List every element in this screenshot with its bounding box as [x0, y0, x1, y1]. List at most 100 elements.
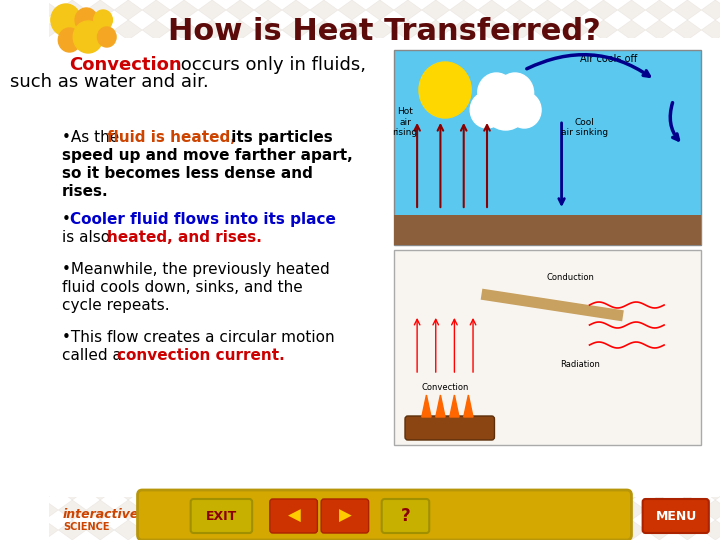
Polygon shape	[590, 0, 618, 20]
Polygon shape	[477, 260, 505, 280]
Polygon shape	[86, 120, 114, 140]
Text: •Meanwhile, the previously heated: •Meanwhile, the previously heated	[62, 262, 330, 277]
Polygon shape	[226, 360, 254, 380]
Polygon shape	[590, 200, 618, 220]
Polygon shape	[30, 240, 58, 260]
Polygon shape	[673, 240, 701, 260]
Polygon shape	[338, 460, 366, 480]
Text: Conduction: Conduction	[547, 273, 595, 282]
Polygon shape	[254, 300, 282, 320]
Polygon shape	[422, 520, 450, 540]
Polygon shape	[86, 440, 114, 460]
Polygon shape	[30, 220, 58, 240]
Polygon shape	[701, 60, 720, 80]
Polygon shape	[366, 320, 394, 340]
Polygon shape	[282, 440, 310, 460]
Polygon shape	[86, 460, 114, 480]
Polygon shape	[562, 140, 590, 160]
Polygon shape	[701, 460, 720, 480]
Polygon shape	[534, 440, 562, 460]
Polygon shape	[142, 380, 170, 400]
Polygon shape	[310, 380, 338, 400]
Polygon shape	[673, 80, 701, 100]
Polygon shape	[394, 140, 422, 160]
Polygon shape	[673, 20, 701, 40]
Polygon shape	[226, 260, 254, 280]
Polygon shape	[282, 20, 310, 40]
Polygon shape	[590, 420, 618, 440]
Polygon shape	[477, 140, 505, 160]
Text: How is Heat Transferred?: How is Heat Transferred?	[168, 17, 601, 46]
Polygon shape	[310, 500, 338, 520]
Polygon shape	[450, 0, 477, 20]
Polygon shape	[534, 20, 562, 40]
Polygon shape	[86, 360, 114, 380]
Text: such as water and air.: such as water and air.	[10, 73, 209, 91]
Polygon shape	[282, 120, 310, 140]
Polygon shape	[338, 120, 366, 140]
Polygon shape	[562, 260, 590, 280]
Polygon shape	[86, 340, 114, 360]
Polygon shape	[394, 60, 422, 80]
Polygon shape	[114, 160, 142, 180]
Polygon shape	[394, 0, 422, 20]
Polygon shape	[450, 240, 477, 260]
Polygon shape	[198, 160, 226, 180]
Polygon shape	[562, 380, 590, 400]
Polygon shape	[142, 40, 170, 60]
Polygon shape	[114, 120, 142, 140]
Polygon shape	[310, 140, 338, 160]
Polygon shape	[534, 500, 562, 520]
Polygon shape	[477, 0, 505, 20]
Polygon shape	[477, 320, 505, 340]
Polygon shape	[170, 160, 198, 180]
Polygon shape	[114, 60, 142, 80]
Polygon shape	[394, 320, 422, 340]
Text: •: •	[62, 212, 71, 227]
Polygon shape	[142, 240, 170, 260]
Polygon shape	[534, 60, 562, 80]
Polygon shape	[422, 60, 450, 80]
Polygon shape	[58, 120, 86, 140]
Polygon shape	[645, 500, 673, 520]
Polygon shape	[422, 460, 450, 480]
Polygon shape	[338, 280, 366, 300]
Polygon shape	[114, 0, 142, 20]
Polygon shape	[534, 360, 562, 380]
Text: MENU: MENU	[656, 510, 697, 523]
Text: SCIENCE: SCIENCE	[63, 522, 109, 532]
Polygon shape	[394, 520, 422, 540]
FancyBboxPatch shape	[394, 50, 701, 245]
Polygon shape	[673, 340, 701, 360]
Polygon shape	[366, 520, 394, 540]
Polygon shape	[534, 240, 562, 260]
Polygon shape	[505, 480, 534, 500]
Polygon shape	[30, 480, 58, 500]
Polygon shape	[142, 420, 170, 440]
Polygon shape	[590, 120, 618, 140]
Polygon shape	[226, 400, 254, 420]
Polygon shape	[282, 200, 310, 220]
Polygon shape	[338, 360, 366, 380]
Polygon shape	[366, 120, 394, 140]
Polygon shape	[534, 120, 562, 140]
Polygon shape	[282, 480, 310, 500]
FancyBboxPatch shape	[270, 499, 318, 533]
Polygon shape	[58, 380, 86, 400]
Polygon shape	[562, 300, 590, 320]
Polygon shape	[450, 340, 477, 360]
Polygon shape	[310, 60, 338, 80]
Polygon shape	[645, 380, 673, 400]
Polygon shape	[590, 500, 618, 520]
Polygon shape	[114, 460, 142, 480]
Polygon shape	[282, 180, 310, 200]
Text: Cool
air sinking: Cool air sinking	[562, 118, 608, 137]
Polygon shape	[114, 360, 142, 380]
Polygon shape	[114, 400, 142, 420]
Polygon shape	[170, 120, 198, 140]
Polygon shape	[282, 300, 310, 320]
Polygon shape	[477, 500, 505, 520]
Polygon shape	[422, 40, 450, 60]
Polygon shape	[338, 380, 366, 400]
Polygon shape	[170, 300, 198, 320]
